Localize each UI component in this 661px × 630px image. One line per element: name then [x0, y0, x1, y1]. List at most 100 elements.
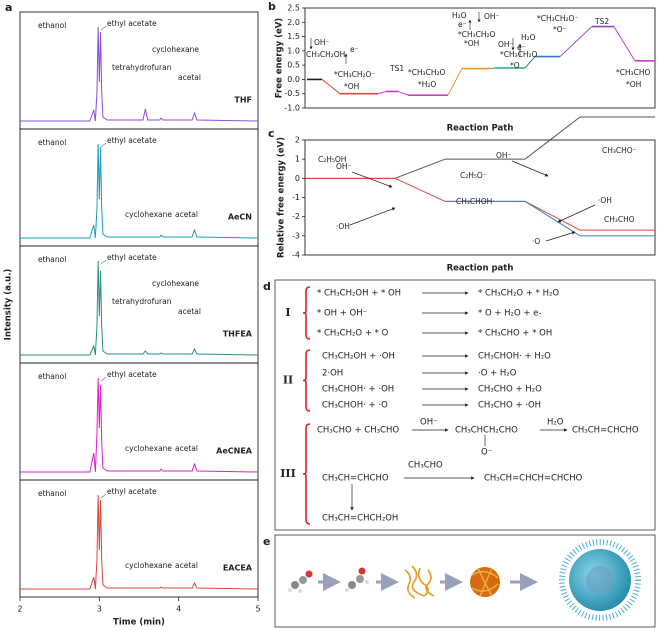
arrow [545, 231, 576, 242]
group-numeral: III [280, 467, 295, 480]
peak-label: tetrahydrofuran [112, 297, 172, 306]
peak-label: ethanol [38, 255, 66, 264]
y-tick-label: -1.0 [284, 104, 300, 113]
annotation: *OH [626, 80, 641, 89]
scheme-text: CH₃CHO + CH₃CHO [317, 426, 399, 436]
y-tick-label: -1 [292, 193, 300, 202]
annotation: OH⁻ [496, 151, 512, 160]
annotation: H₂O [521, 33, 536, 42]
annotation: *CH₃CH₂O⁻ [537, 14, 578, 23]
peak-label: cyclohexane [125, 444, 172, 453]
brace [302, 423, 311, 525]
annotation: OH⁻ [484, 12, 500, 21]
ramp [524, 200, 581, 237]
y-axis-label: Relative free energy (eV) [277, 137, 287, 258]
scheme-text: CH₃CH=CHCHO [572, 426, 639, 436]
annotation: *CH₃CHO [616, 68, 651, 77]
peak-label: cyclohexane [152, 279, 199, 288]
annotation: C₂H₅O⁻ [460, 171, 487, 180]
y-tick-label: 1.5 [287, 32, 300, 41]
product: * O + H₂O + e- [478, 309, 541, 319]
legend-label: THFEA [223, 330, 253, 339]
arrow [351, 171, 393, 188]
leader [100, 493, 107, 499]
annotation: ·OH [336, 222, 350, 231]
peak-label: acetal [178, 73, 201, 82]
peak-label: cyclohexane [125, 561, 172, 570]
brace [302, 286, 311, 340]
product: CH₃CHO + ·OH [478, 401, 541, 411]
annotation: TS1 [389, 64, 404, 73]
x-tick-label: 5 [255, 605, 260, 614]
scheme-text: CH₃CH=CHCHO [322, 474, 389, 484]
connector [613, 26, 636, 62]
peak-label: acetal [178, 307, 201, 316]
panel-label: a [5, 1, 12, 14]
connector [321, 79, 341, 95]
annotation: *O [510, 61, 520, 70]
peak-label: ethyl acetate [107, 19, 157, 28]
annotation: OH⁻ [314, 38, 330, 47]
annotation: ·O [532, 237, 540, 246]
annotation: *CH₃CH₂O [500, 50, 538, 59]
annotation: OH⁻ [498, 40, 514, 49]
peak-label: acetal [175, 561, 198, 570]
scheme-text: H₂O [547, 418, 564, 428]
peak-label: ethanol [38, 21, 66, 30]
plot-frame [304, 7, 656, 109]
scheme-text: CH₃CH=CHCH=CHCHO [484, 474, 583, 484]
panel-label: e [263, 535, 270, 548]
reactant: 2·OH [322, 369, 343, 379]
connector [397, 90, 409, 96]
connector [377, 90, 387, 95]
arrow [557, 204, 596, 223]
illustration [288, 539, 641, 621]
chromatogram-trace [20, 26, 259, 122]
peak-label: cyclohexane [125, 210, 172, 219]
annotation: CH₃CHO⁻ [602, 146, 637, 155]
chromatogram-trace [20, 143, 259, 239]
annotation: e⁻ [350, 45, 359, 54]
product: CH₃CHO + H₂O [478, 385, 542, 395]
y-tick-label: 2 [295, 136, 300, 145]
leader [100, 259, 107, 265]
connector [447, 68, 463, 96]
scheme-text: CH₃CHO [408, 461, 443, 471]
leader [100, 376, 107, 382]
peak-label: ethanol [38, 489, 66, 498]
plot-frame [19, 11, 259, 598]
peak-label: ethyl acetate [107, 370, 157, 379]
annotation: *CH₃CH₂O [408, 68, 446, 77]
x-axis-label: Time (min) [113, 618, 165, 628]
scheme-text: OH⁻ [420, 418, 438, 428]
group-numeral: I [285, 306, 290, 319]
x-tick-label: 4 [176, 605, 181, 614]
peak-label: ethanol [38, 138, 66, 147]
ramp [394, 177, 446, 202]
chromatogram-trace [20, 377, 259, 473]
peak-label: ethanol [38, 372, 66, 381]
y-tick-label: -3 [292, 231, 300, 240]
legend-label: AeCN [228, 213, 252, 222]
panel-label: c [268, 127, 275, 140]
annotation: OH⁻ [336, 162, 352, 171]
y-tick-label: 0.5 [287, 61, 300, 70]
connector [524, 56, 536, 69]
legend-label: THF [234, 96, 252, 105]
chromatogram-trace [20, 494, 259, 590]
x-tick-label: 2 [17, 605, 22, 614]
y-tick-label: -2 [292, 212, 300, 221]
peak-label: acetal [175, 210, 198, 219]
scheme-text: CH₃CH=CHCH₂OH [322, 514, 398, 524]
y-tick-label: 0 [295, 174, 300, 183]
scheme-text: O⁻ [481, 448, 492, 458]
y-tick-label: 1 [295, 155, 300, 164]
illustration-box [274, 534, 656, 628]
annotation: *OH [344, 82, 359, 91]
peak-label: ethyl acetate [107, 487, 157, 496]
group-numeral: II [283, 374, 293, 387]
annotation: *CH₃CH₂O [458, 30, 496, 39]
y-axis-label: Free energy (eV) [275, 18, 285, 99]
x-axis-label: Reaction Path [447, 124, 514, 134]
